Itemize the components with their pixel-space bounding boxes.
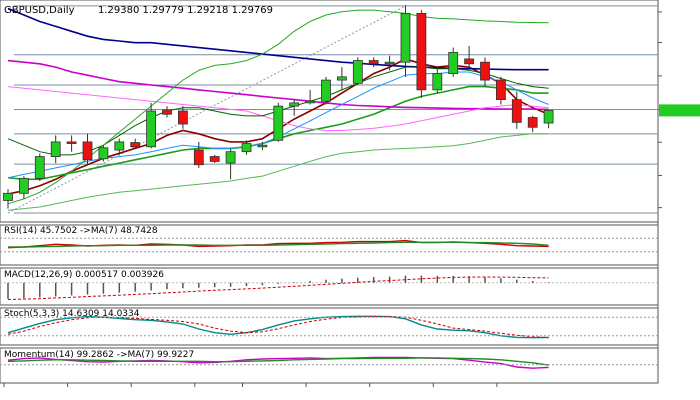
- bull-candle: [241, 143, 252, 153]
- bull-candle: [289, 102, 300, 107]
- bull-candle: [34, 156, 45, 179]
- bull-candle: [305, 100, 316, 104]
- momentum-label: Momentum(14) 99.2862 ->MA(7) 99.9227: [4, 350, 194, 360]
- bull-candle: [257, 144, 268, 148]
- moving-average-line: [7, 133, 549, 211]
- bull-candle: [98, 147, 109, 160]
- bull-candle: [50, 141, 61, 157]
- bull-candle: [18, 177, 29, 194]
- bear-candle: [480, 61, 490, 81]
- momentum-ma-line: [7, 357, 549, 366]
- bear-candle: [495, 79, 506, 101]
- bull-candle: [432, 73, 443, 91]
- moving-average-line: [7, 59, 549, 111]
- bull-candle: [336, 76, 347, 81]
- bear-candle: [177, 110, 188, 125]
- bear-candle: [464, 58, 475, 65]
- stoch-label: Stoch(5,3,3) 14.6309 14.0334: [4, 309, 140, 319]
- bear-candle: [130, 142, 141, 148]
- bull-candle: [114, 141, 125, 151]
- bull-candle: [321, 79, 331, 102]
- bear-candle: [193, 149, 204, 166]
- bull-candle: [543, 109, 554, 124]
- bear-candle: [416, 12, 427, 91]
- panel-macd-frame: [0, 267, 659, 306]
- bear-candle: [66, 141, 77, 144]
- rsi-label: RSI(14) 45.7502 ->MA(7) 48.7428: [4, 226, 158, 236]
- bear-candle: [368, 60, 379, 65]
- momentum-line: [7, 356, 549, 369]
- panel-stoch-frame: [0, 307, 659, 346]
- moving-average-line: [7, 9, 549, 205]
- header-symbol: GBPUSD,Daily: [4, 5, 75, 16]
- bear-candle: [209, 156, 220, 162]
- bull-candle: [146, 110, 157, 148]
- moving-average-line: [7, 7, 549, 71]
- macd-label: MACD(12,26,9) 0.000517 0.003926: [4, 270, 164, 280]
- bull-candle: [384, 61, 395, 65]
- current-price-box: [659, 104, 700, 117]
- bear-candle: [527, 117, 538, 128]
- bear-candle: [511, 99, 522, 123]
- stoch-d-line: [7, 316, 549, 339]
- bull-candle: [352, 60, 363, 84]
- bull-candle: [273, 105, 284, 141]
- macd-signal-line: [7, 276, 549, 300]
- bear-candle: [82, 141, 93, 161]
- bull-candle: [400, 12, 411, 63]
- header-ohlc: 1.29380 1.29779 1.29218 1.29769: [98, 5, 273, 16]
- bull-candle: [225, 151, 236, 164]
- rsi-ma-line: [8, 241, 549, 248]
- bull-candle: [448, 52, 459, 74]
- bear-candle: [162, 109, 172, 115]
- bull-candle: [3, 192, 13, 201]
